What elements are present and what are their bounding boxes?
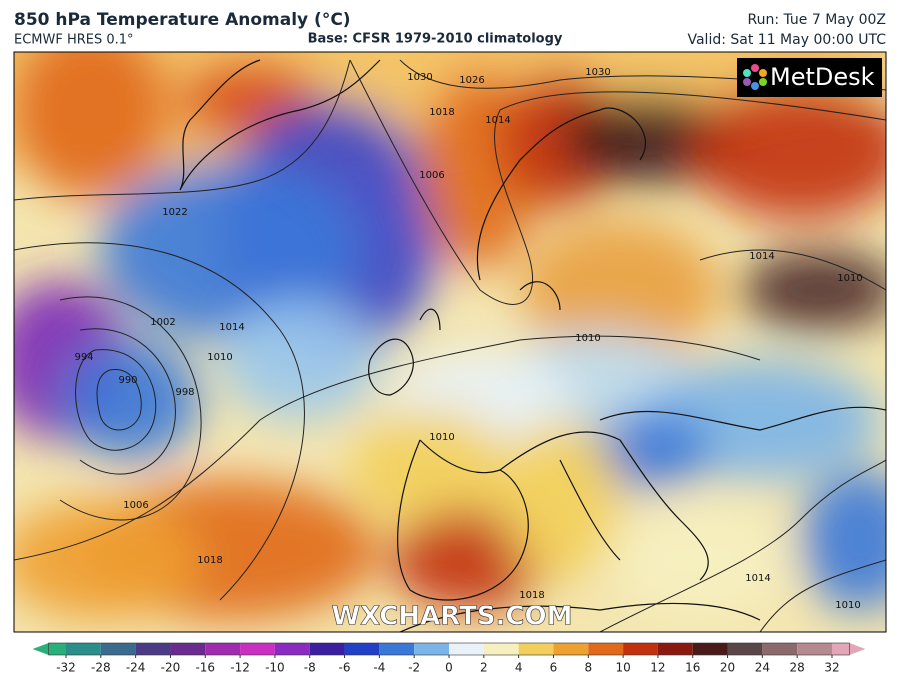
isobar-label: 1010	[207, 352, 232, 363]
title: 850 hPa Temperature Anomaly (°C)	[14, 10, 351, 30]
run: Run: Tue 7 May 00Z	[747, 12, 886, 28]
anomaly-blob	[610, 500, 790, 620]
anomaly-field	[14, 52, 886, 620]
colorbar-segment	[727, 643, 763, 655]
colorbar-segment	[344, 643, 380, 655]
colorbar-segment	[205, 643, 241, 655]
isobar-label: 1018	[519, 590, 544, 601]
isobar-label: 1026	[459, 75, 484, 86]
isobar-label: 998	[175, 387, 194, 398]
base: Base: CFSR 1979-2010 climatology	[308, 32, 563, 47]
colorbar-segment	[379, 643, 415, 655]
isobar-label: 1006	[419, 170, 444, 181]
anomaly-blob	[500, 420, 620, 580]
anomaly-blob	[350, 410, 510, 530]
colorbar-tick-label: 32	[824, 661, 839, 675]
colorbar-segment	[170, 643, 206, 655]
colorbar-tick-label: -32	[56, 661, 76, 675]
isobar-label: 1006	[123, 500, 148, 511]
colorbar-tick-label: 28	[790, 661, 805, 675]
isobar-label: 1022	[162, 207, 187, 218]
colorbar-segment	[518, 643, 554, 655]
isobar-label: 1030	[407, 72, 432, 83]
colorbar-tick-label: 16	[685, 661, 700, 675]
colorbar-segment	[623, 643, 658, 655]
isobar-labels: 1030 1026 1030 1018 1014 1006 1022 1014 1002 1010…	[74, 67, 862, 611]
colorbar-segment	[797, 643, 832, 655]
isobar-label: 994	[74, 352, 93, 363]
logo-box	[737, 58, 882, 97]
colorbar-segment	[414, 643, 449, 655]
colorbar-segment	[483, 643, 519, 655]
logo-icon	[743, 64, 767, 90]
colorbar-tick-label: 12	[650, 661, 665, 675]
anomaly-blob	[14, 52, 170, 200]
anomaly-blob	[14, 500, 200, 620]
colorbar-tick-label: 8	[584, 661, 592, 675]
colorbar-tick-label: -12	[230, 661, 250, 675]
valid: Valid: Sat 11 May 00:00 UTC	[687, 32, 886, 48]
colorbar-tick-label: 4	[515, 661, 523, 675]
colorbar-tick-label: -16	[195, 661, 215, 675]
colorbar-segment	[66, 643, 101, 655]
colorbar-tick-label: 0	[445, 661, 453, 675]
colorbar-segment	[832, 643, 850, 655]
colorbar-tick-label: -10	[265, 661, 285, 675]
colorbar-tick-label: 2	[480, 661, 488, 675]
colorbar-segment	[309, 643, 345, 655]
colorbar-segment	[588, 643, 624, 655]
anomaly-blob	[590, 410, 710, 490]
isobar-label: 1014	[485, 115, 510, 126]
colorbar-segment	[553, 643, 589, 655]
colorbar-tick-label: -24	[126, 661, 146, 675]
isobar-label: 1018	[429, 107, 454, 118]
colorbar-segment	[692, 643, 728, 655]
isobar-label: 1002	[150, 317, 175, 328]
colorbar-segment	[762, 643, 798, 655]
colorbar-segment	[274, 643, 310, 655]
isobar-label: 1014	[745, 573, 770, 584]
coastlines	[179, 59, 886, 632]
watermark: WXCHARTS.COM	[331, 602, 572, 632]
colorbar-tick-label: -8	[304, 661, 316, 675]
colorbar: -32 -28 -24 -20 -16 -12 -10 -8 -6 -4 -2 0 2 4 6 8 10 12 16…	[32, 642, 866, 675]
colorbar-tick-label: 10	[615, 661, 630, 675]
colorbar-tick-label: -2	[408, 661, 420, 675]
isobar-label: 1010	[429, 432, 454, 443]
colorbar-segment	[100, 643, 136, 655]
isobar-label: 1014	[219, 322, 244, 333]
colorbar-segment	[240, 643, 275, 655]
anomaly-blob	[100, 160, 360, 340]
isobar-label: 1030	[585, 67, 610, 78]
anomaly-blob	[520, 220, 720, 360]
isobar-label: 1018	[197, 555, 222, 566]
anomaly-blob	[690, 80, 886, 220]
logo-text: MetDesk	[770, 63, 875, 91]
colorbar-end	[849, 643, 866, 655]
model: ECMWF HRES 0.1°	[14, 33, 134, 48]
colorbar-tick-label: -4	[373, 661, 385, 675]
anomaly-blob	[800, 470, 886, 610]
colorbar-tick-label: 20	[720, 661, 735, 675]
map: 1030 1026 1030 1018 1014 1006 1022 1014 1002 1010…	[14, 52, 886, 632]
colorbar-segment	[48, 643, 66, 655]
colorbar-tick-label: -20	[161, 661, 181, 675]
colorbar-tick-label: 24	[755, 661, 770, 675]
colorbar-tick-label: -6	[339, 661, 351, 675]
colorbar-tick-label: -28	[91, 661, 111, 675]
isobar-label: 1010	[575, 333, 600, 344]
anomaly-blob	[220, 300, 380, 420]
colorbar-segment	[449, 643, 484, 655]
anomaly-blob	[740, 250, 886, 330]
map-frame	[13, 51, 887, 633]
colorbar-end	[32, 643, 49, 655]
colorbar-segment	[135, 643, 171, 655]
isobar-label: 1014	[749, 251, 774, 262]
colorbar-segment	[657, 643, 693, 655]
colorbar-tick-label: 6	[550, 661, 558, 675]
isobar-label: 990	[118, 375, 137, 386]
isobar-label: 1010	[835, 600, 860, 611]
isobar-label: 1010	[837, 273, 862, 284]
